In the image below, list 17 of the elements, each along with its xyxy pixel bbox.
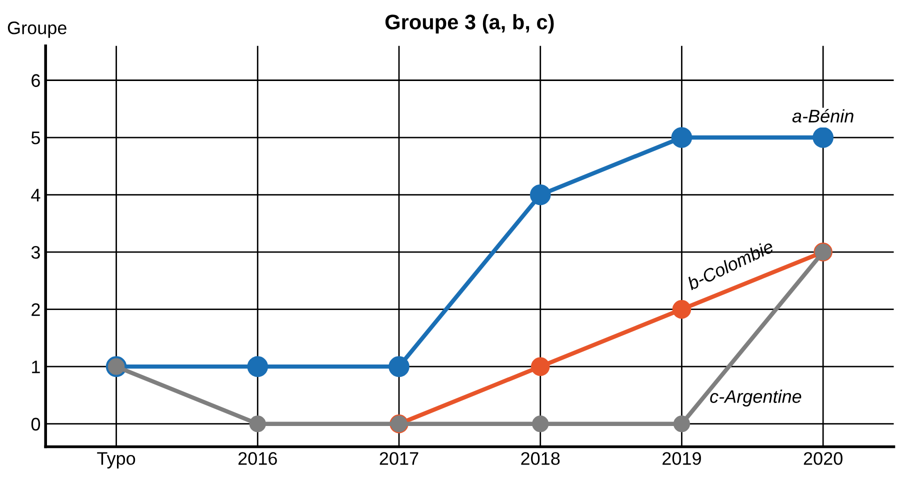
y-tick-label: 6 <box>32 74 40 87</box>
x-tick-label: 2019 <box>662 452 701 465</box>
x-tick-label: Typo <box>97 452 136 468</box>
x-tick-label: 2020 <box>804 452 842 465</box>
y-tick-label: 5 <box>31 132 40 144</box>
y-tick-label: 3 <box>31 246 40 259</box>
y-tick-label: 2 <box>32 303 40 316</box>
y-tick-label: 1 <box>32 360 40 374</box>
chart-title: Groupe 3 (a, b, c) <box>385 14 554 34</box>
y-axis-title: Groupe <box>8 22 66 38</box>
x-tick-label: 2018 <box>521 452 560 465</box>
y-tick-label: 4 <box>31 188 40 202</box>
y-tick-label: 0 <box>31 418 40 431</box>
x-tick-label: 2017 <box>380 452 418 465</box>
x-tick-label: 2016 <box>238 452 277 465</box>
series-label: c-Argentine <box>710 390 802 407</box>
series-label: a-Bénin <box>792 109 854 122</box>
